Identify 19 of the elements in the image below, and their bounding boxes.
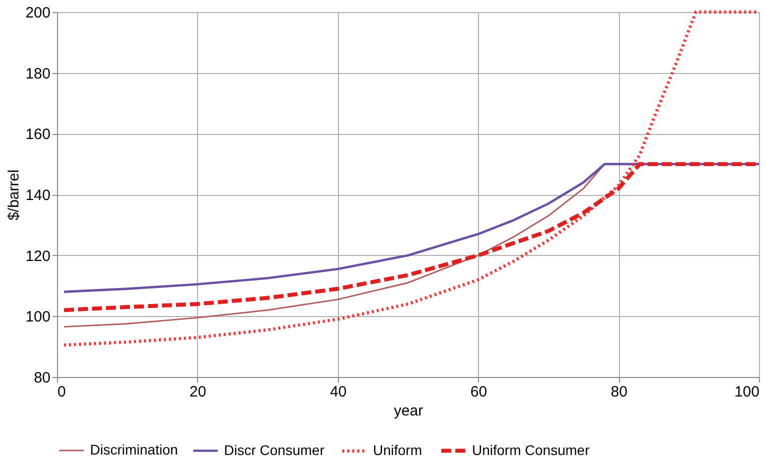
x-tick-label: 100 (734, 384, 760, 400)
legend-label: Uniform (373, 442, 422, 458)
y-tick-label: 200 (25, 4, 50, 22)
x-tick-label: 0 (58, 384, 66, 400)
legend-label: Discrimination (90, 442, 178, 458)
legend-label: Discr Consumer (224, 442, 325, 458)
y-tick-label: 80 (34, 370, 50, 386)
y-tick-label: 120 (25, 248, 50, 265)
x-tick-label: 20 (190, 384, 206, 400)
x-tick-label: 60 (470, 384, 488, 400)
y-tick-label: 100 (25, 308, 50, 326)
x-tick-label: 80 (610, 384, 628, 400)
x-axis-title: year (394, 402, 424, 420)
y-tick-label: 180 (25, 65, 50, 82)
y-axis-title: $/barrel (5, 170, 22, 220)
x-tick-label: 40 (330, 384, 347, 400)
legend-label: Uniform Consumer (472, 442, 590, 458)
y-tick-label: 160 (25, 126, 50, 144)
y-tick-label: 140 (25, 187, 50, 204)
